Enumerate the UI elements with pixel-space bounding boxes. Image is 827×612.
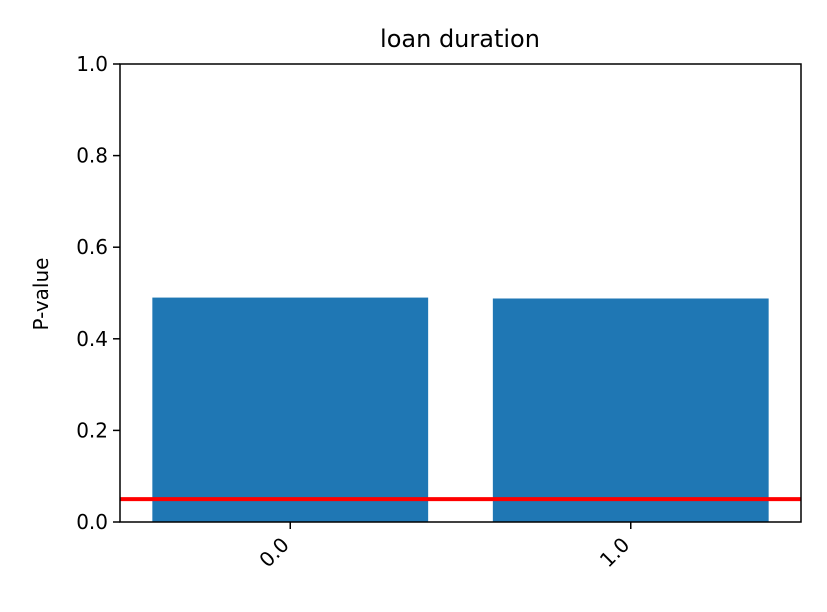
y-tick-label: 0.6 bbox=[76, 235, 108, 259]
y-axis-label: P-value bbox=[29, 258, 53, 331]
x-tick-label: 1.0 bbox=[595, 533, 634, 572]
y-tick-label: 0.2 bbox=[76, 418, 108, 442]
y-tick-label: 0.4 bbox=[76, 327, 108, 351]
x-tick-label: 0.0 bbox=[254, 533, 293, 572]
axes-frame bbox=[119, 63, 802, 523]
plot-area: 0.0 0.2 0.4 0.6 0.8 1.0 0.0 1.0 bbox=[76, 52, 801, 572]
bar-0.0 bbox=[152, 297, 429, 522]
y-tick-label: 0.0 bbox=[76, 510, 108, 534]
y-tick-label: 0.8 bbox=[76, 144, 108, 168]
chart-title: loan duration bbox=[380, 25, 540, 53]
y-tick-label: 1.0 bbox=[76, 52, 108, 76]
bar-1.0 bbox=[492, 298, 769, 522]
